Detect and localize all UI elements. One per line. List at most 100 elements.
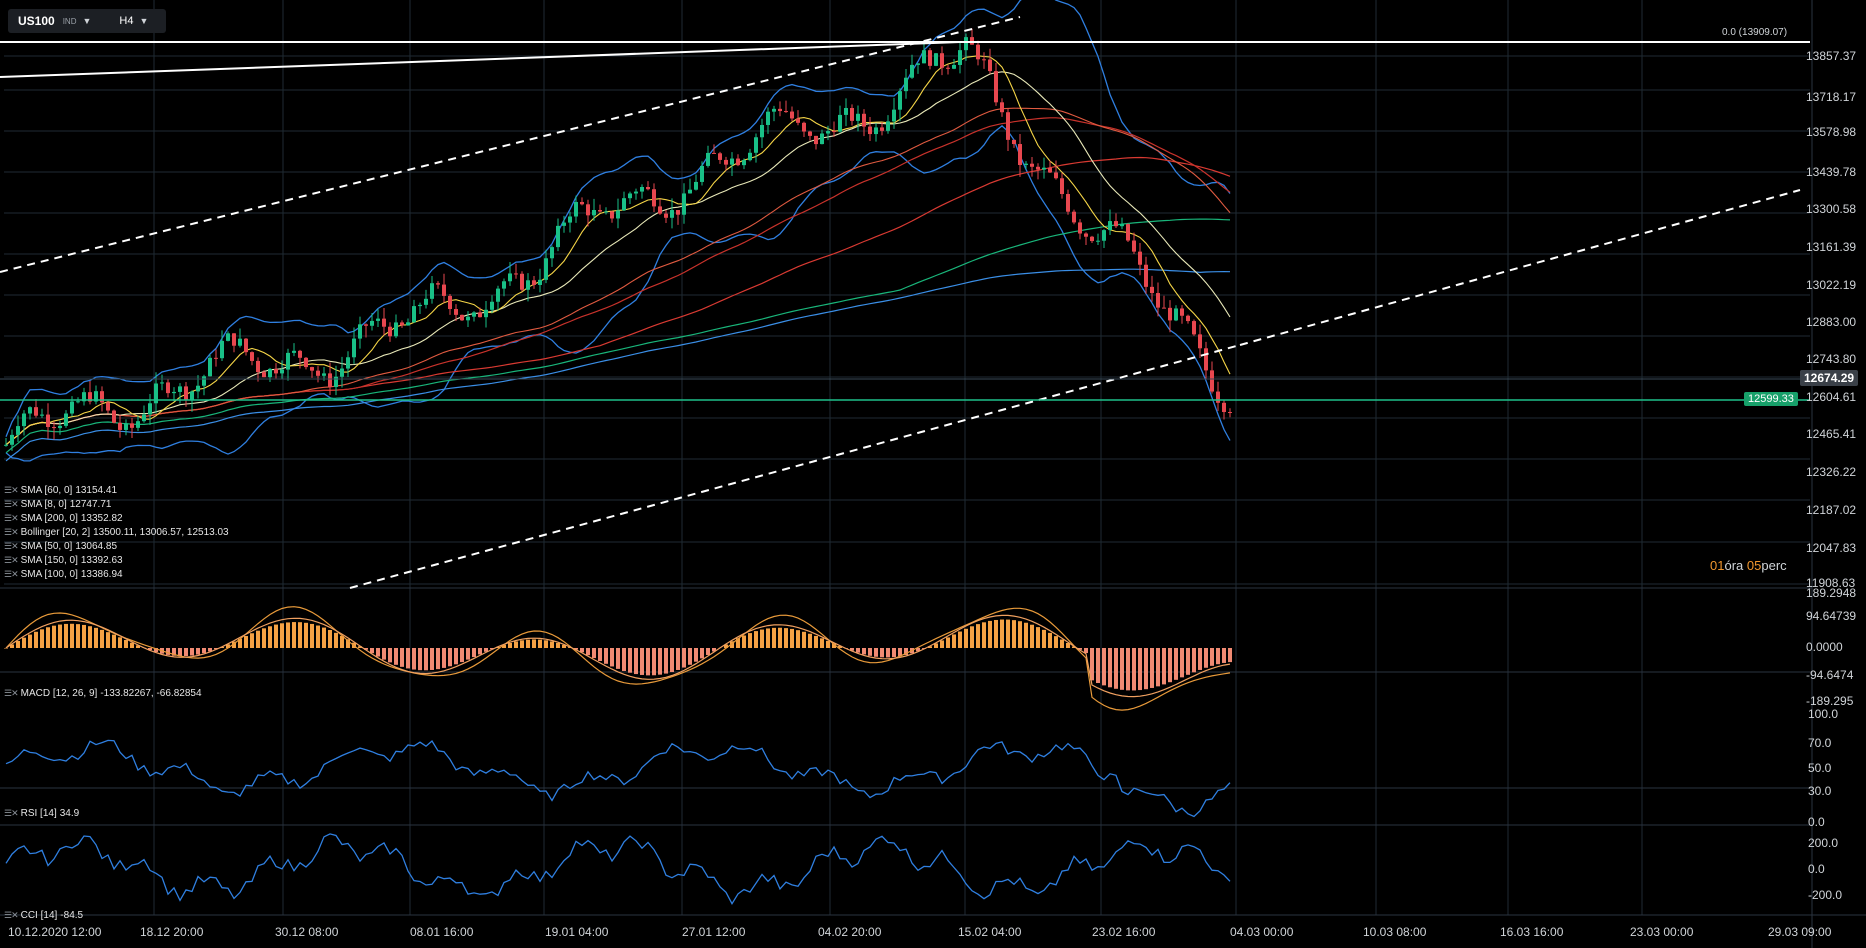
macd-tick-label: 0.0000: [1806, 640, 1843, 654]
timeframe-dropdown-icon[interactable]: ▼: [139, 16, 149, 26]
indicator-legend-row[interactable]: ☰✕ SMA [100, 0] 13386.94: [4, 569, 123, 580]
candle-body: [334, 376, 338, 387]
macd-histogram-bar: [640, 648, 644, 675]
indicator-settings-icon[interactable]: ☰✕: [4, 513, 19, 523]
macd-histogram-bar: [436, 648, 440, 670]
indicator-settings-icon[interactable]: ☰✕: [4, 688, 19, 698]
candle-body: [640, 187, 644, 192]
candle-body: [730, 158, 734, 165]
macd-histogram-bar: [808, 633, 812, 648]
macd-histogram-bar: [988, 620, 992, 648]
price-tick-label: 13578.98: [1806, 125, 1857, 139]
price-tick-label: 13300.58: [1806, 202, 1857, 216]
indicator-settings-icon[interactable]: ☰✕: [4, 808, 19, 818]
candle-body: [532, 280, 536, 285]
macd-histogram-bar: [802, 631, 806, 648]
candle-body: [748, 152, 752, 161]
channel-upper-dashed: [0, 16, 1021, 273]
macd-histogram-bar: [784, 628, 788, 648]
macd-histogram-bar: [40, 629, 44, 648]
candle-body: [28, 407, 32, 414]
macd-histogram-bar: [484, 648, 488, 652]
sma-20-line: [5, 71, 1231, 446]
candle-body: [826, 131, 830, 134]
candle-body: [598, 210, 602, 212]
indicator-legend-row[interactable]: ☰✕ SMA [50, 0] 13064.85: [4, 541, 117, 552]
macd-histogram-bar: [88, 626, 92, 648]
macd-histogram-bar: [562, 644, 566, 648]
indicator-settings-icon[interactable]: ☰✕: [4, 499, 19, 509]
candle-body: [658, 206, 662, 214]
candle-body: [670, 210, 674, 218]
macd-histogram-bar: [178, 648, 182, 657]
macd-histogram-bar: [904, 648, 908, 655]
candle-body: [412, 306, 416, 323]
macd-histogram-bar: [1114, 648, 1118, 689]
macd-histogram-bar: [1066, 642, 1070, 648]
macd-histogram-bar: [394, 648, 398, 665]
rsi-legend[interactable]: ☰✕ RSI [14] 34.9: [4, 808, 79, 819]
candle-body: [844, 108, 848, 115]
candle-body: [238, 338, 242, 346]
macd-histogram-bar: [106, 632, 110, 648]
candle-body: [814, 135, 818, 145]
time-tick-label: 04.03 00:00: [1230, 925, 1294, 939]
indicator-settings-icon[interactable]: ☰✕: [4, 569, 19, 579]
candle-body: [574, 201, 578, 217]
indicator-value: 13064.85: [75, 541, 118, 552]
indicator-settings-icon[interactable]: ☰✕: [4, 527, 19, 537]
symbol-dropdown-icon[interactable]: ▼: [82, 16, 92, 26]
macd-histogram-bar: [172, 648, 176, 656]
macd-histogram-bar: [982, 622, 986, 648]
indicator-legend-row[interactable]: ☰✕ Bollinger [20, 2] 13500.11, 13006.57, …: [4, 527, 229, 538]
indicator-legend-row[interactable]: ☰✕ SMA [150, 0] 13392.63: [4, 555, 123, 566]
indicator-name: SMA [50, 0]: [20, 541, 73, 552]
macd-histogram-bar: [268, 626, 272, 648]
macd-histogram-bar: [1048, 632, 1052, 648]
candle-body: [478, 312, 482, 318]
candle-body: [202, 376, 206, 386]
timeframe-select[interactable]: H4: [119, 15, 134, 27]
symbol-name[interactable]: US100: [18, 14, 55, 28]
macd-histogram-bar: [472, 648, 476, 658]
macd-histogram-bar: [508, 642, 512, 648]
candle-body: [118, 422, 122, 430]
candle-body: [1054, 172, 1058, 179]
indicator-legend-row[interactable]: ☰✕ SMA [60, 0] 13154.41: [4, 485, 117, 496]
candle-body: [184, 386, 188, 400]
macd-histogram-bar: [580, 648, 584, 653]
indicator-name: SMA [60, 0]: [20, 485, 73, 496]
fib-level-label: 0.0 (13909.07): [1722, 27, 1788, 38]
macd-histogram-bar: [334, 632, 338, 648]
macd-histogram-bar: [64, 623, 68, 648]
candle-body: [682, 193, 686, 215]
price-tick-label: 12743.80: [1806, 352, 1857, 366]
indicator-settings-icon[interactable]: ☰✕: [4, 555, 19, 565]
macd-histogram-bar: [1198, 648, 1202, 670]
macd-histogram-bar: [1024, 622, 1028, 648]
macd-histogram-bar: [1036, 627, 1040, 648]
candle-body: [1168, 307, 1172, 321]
candle-body: [40, 414, 44, 416]
macd-histogram-bar: [670, 648, 674, 673]
indicator-settings-icon[interactable]: ☰✕: [4, 541, 19, 551]
indicator-settings-icon[interactable]: ☰✕: [4, 485, 19, 495]
macd-histogram-bar: [388, 648, 392, 663]
macd-histogram-bar: [820, 638, 824, 648]
candle-body: [892, 109, 896, 122]
macd-histogram-bar: [928, 646, 932, 648]
macd-histogram-bar: [850, 648, 854, 651]
macd-legend[interactable]: ☰✕ MACD [12, 26, 9] -133.82267, -66.82854: [4, 688, 202, 699]
symbol-toolbar[interactable]: US100 IND ▼ H4 ▼: [8, 9, 166, 33]
macd-histogram-bar: [58, 624, 62, 648]
macd-histogram-bar: [76, 624, 80, 648]
macd-histogram-bar: [184, 648, 188, 657]
candle-body: [994, 71, 998, 103]
indicator-legend-row[interactable]: ☰✕ SMA [200, 0] 13352.82: [4, 513, 123, 524]
candle-body: [256, 360, 260, 373]
indicator-legend-row[interactable]: ☰✕ SMA [8, 0] 12747.71: [4, 499, 111, 510]
indicator-settings-icon[interactable]: ☰✕: [4, 910, 19, 920]
cci-legend[interactable]: ☰✕ CCI [14] -84.5: [4, 910, 83, 921]
candle-body: [418, 304, 422, 307]
